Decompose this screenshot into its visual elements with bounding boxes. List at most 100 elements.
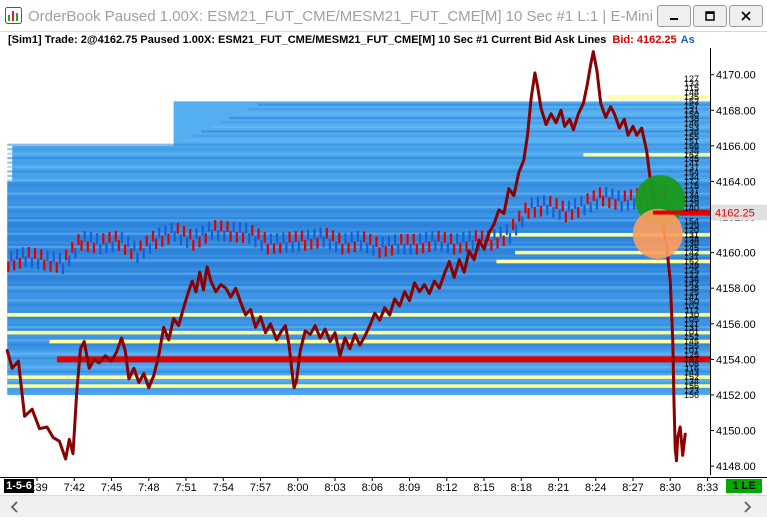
depth-label: 162	[684, 257, 699, 267]
heatmap-stripe	[7, 179, 710, 182]
ask-tick	[468, 230, 471, 242]
time-tick-label: 7:45	[101, 482, 122, 494]
heatmap-stripe	[182, 139, 710, 142]
bid-tick	[629, 189, 633, 201]
window-titlebar[interactable]: OrderBook Paused 1.00X: ESM21_FUT_CME/ME…	[0, 0, 767, 32]
heatmap-stripe	[7, 325, 710, 329]
bid-tick	[182, 225, 186, 237]
ask-tick	[37, 258, 40, 270]
depth-label: 150	[684, 110, 699, 120]
restore-button[interactable]	[693, 5, 727, 27]
bid-tick	[130, 248, 133, 260]
ask-tick	[505, 224, 508, 236]
ask-tick	[462, 232, 465, 243]
bid-tick	[77, 234, 80, 245]
depth-label: 134	[684, 190, 699, 200]
depth-label: 133	[684, 79, 699, 89]
depth-label: 121	[684, 319, 699, 329]
ask-tick	[127, 236, 130, 248]
depth-label: 125	[684, 265, 699, 275]
heatmap-stripe	[248, 108, 711, 111]
close-button[interactable]	[729, 5, 763, 27]
bid-tick	[428, 241, 431, 253]
time-tick-label: 8:24	[585, 482, 606, 494]
heatmap-stripe	[7, 272, 710, 275]
bid-tick	[524, 202, 527, 214]
chart-canvas[interactable]: 1271331151481351521571311501381461531361…	[0, 48, 767, 478]
ask-tick	[254, 236, 257, 248]
bid-tick	[577, 206, 580, 218]
bid-tick	[288, 231, 291, 243]
bid-tick	[592, 190, 595, 202]
minimize-button[interactable]	[657, 5, 691, 27]
depth-label: 143	[684, 368, 699, 378]
depth-label: 153	[684, 123, 699, 133]
status-badge[interactable]: 1 LE	[726, 479, 762, 493]
heatmap-stripe	[7, 219, 710, 222]
horizontal-scrollbar[interactable]	[0, 495, 767, 517]
bid-tick	[601, 195, 605, 207]
depth-label: 154	[684, 168, 699, 178]
ask-tick	[148, 243, 151, 254]
bid-tick	[511, 219, 515, 230]
ask-tick	[552, 206, 555, 218]
bid-tick	[564, 211, 567, 223]
bid-tick	[316, 237, 319, 249]
depth-label: 138	[684, 283, 699, 293]
ask-tick	[142, 247, 145, 259]
bid-tick	[375, 236, 378, 247]
depth-label: 129	[684, 221, 699, 231]
ask-tick	[515, 224, 518, 236]
scroll-right-icon[interactable]	[740, 500, 754, 514]
depth-label: 175	[684, 181, 699, 191]
ask-tick	[46, 250, 49, 262]
minimize-icon	[670, 18, 678, 20]
bid-tick	[362, 231, 366, 243]
heatmap-stripe	[7, 156, 710, 160]
bid-tick	[400, 233, 403, 245]
orderbook-chart[interactable]: 127 133 115 148 135 152 157 131 150 138 146 153 136 1…	[0, 48, 767, 478]
heatmap-stripe	[7, 201, 710, 204]
price-tick-label: 4168.00	[716, 105, 756, 117]
depth-label: 108	[684, 359, 699, 369]
ask-tick	[372, 244, 375, 256]
bid-tick	[257, 228, 260, 240]
heatmap-stripe	[7, 254, 710, 258]
depth-label: 105	[684, 314, 699, 324]
heatmap-stripe	[7, 228, 710, 231]
timeframe-badge[interactable]: 1-5-6	[4, 479, 34, 493]
bid-tick	[480, 230, 484, 242]
ask-tick	[52, 251, 55, 263]
bid-tick	[55, 262, 58, 273]
ask-tick	[633, 198, 636, 210]
bid-tick	[443, 232, 446, 243]
ask-tick	[30, 257, 34, 269]
ask-tick	[543, 195, 546, 207]
bid-tick	[502, 235, 505, 247]
high-volume-level	[7, 384, 710, 388]
heatmap-stripe	[7, 241, 710, 244]
ask-tick	[238, 222, 242, 234]
bid-tick	[176, 222, 179, 234]
bid-tick	[139, 240, 142, 252]
time-tick-label: 7:54	[213, 482, 234, 494]
heatmap-stripe	[7, 161, 710, 164]
time-tick-label: 7:48	[138, 482, 159, 494]
depth-label: 136	[684, 128, 699, 138]
window-controls	[657, 5, 763, 27]
depth-label: 162	[684, 150, 699, 160]
ask-tick	[580, 195, 583, 207]
ask-tick	[589, 201, 592, 213]
ask-tick	[446, 242, 449, 254]
ask-tick	[207, 221, 210, 233]
time-tick-label: 8:27	[622, 482, 643, 494]
depth-label: 142	[684, 248, 699, 258]
ask-tick	[387, 235, 390, 247]
bid-tick	[490, 240, 493, 251]
ask-tick	[223, 230, 226, 242]
heatmap-stripe	[238, 112, 710, 115]
heatmap-stripe	[7, 250, 710, 253]
ask-tick	[179, 234, 183, 245]
scroll-left-icon[interactable]	[8, 500, 22, 514]
bid-tick	[294, 231, 297, 242]
